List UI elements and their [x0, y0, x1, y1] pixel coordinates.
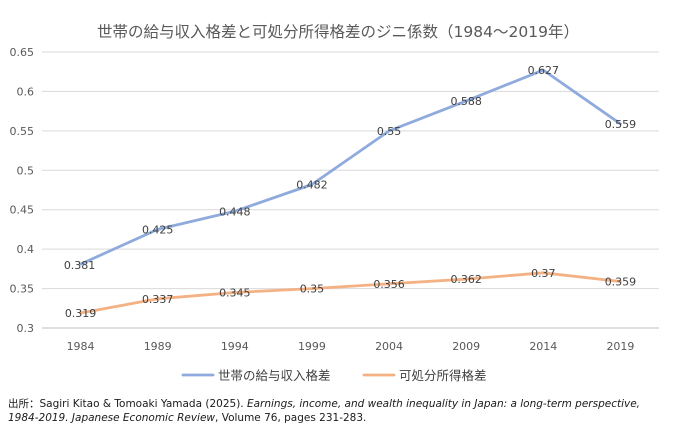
series-1-label-1: 0.337: [142, 293, 174, 306]
x-tick-label-7: 2019: [606, 340, 634, 353]
source-note: 出所：Sagiri Kitao & Tomoaki Yamada (2025).…: [8, 397, 672, 425]
series-0-label-1: 0.425: [142, 223, 174, 236]
data-labels: 0.381 0.425 0.448 0.482 0.55 0.588 0.627 0.559 0…: [64, 64, 636, 320]
series-0-label-0: 0.381: [64, 259, 96, 272]
series-0-label-2: 0.448: [219, 205, 251, 218]
x-tick-label-3: 1999: [298, 340, 326, 353]
legend-label-1: 可処分所得格差: [399, 368, 487, 383]
series-1-label-4: 0.356: [373, 278, 405, 291]
y-tick-label-0: 0.3: [17, 322, 35, 335]
x-tick-label-6: 2014: [529, 340, 557, 353]
series-0-label-5: 0.588: [450, 95, 482, 108]
x-tick-label-5: 2009: [452, 340, 480, 353]
x-tick-label-2: 1994: [221, 340, 249, 353]
series-0-label-3: 0.482: [296, 178, 328, 191]
x-tick-label-0: 1984: [67, 340, 95, 353]
gridlines: [42, 51, 659, 329]
y-tick-label-5: 0.55: [10, 125, 35, 138]
source-suffix: , Volume 76, pages 231-283.: [215, 412, 367, 424]
series-1-label-6: 0.37: [531, 267, 556, 280]
series-0-label-7: 0.559: [605, 118, 637, 131]
chart-title: 世帯の給与収入格差と可処分所得格差のジニ係数（1984～2019年）: [97, 23, 579, 41]
legend-label-0: 世帯の給与収入格差: [218, 368, 331, 383]
series-1-label-5: 0.362: [450, 273, 482, 286]
x-tick-label-1: 1989: [144, 340, 172, 353]
series-0-label-4: 0.55: [377, 125, 402, 138]
y-tick-label-3: 0.45: [10, 204, 35, 217]
series-1-label-7: 0.359: [605, 275, 637, 288]
legend: 世帯の給与収入格差 可処分所得格差: [181, 368, 487, 383]
series-line-1: [79, 271, 622, 315]
y-tick-label-7: 0.65: [10, 46, 35, 59]
series-1-label-0: 0.319: [65, 307, 97, 320]
source-prefix: 出所：Sagiri Kitao & Tomoaki Yamada (2025).: [8, 398, 247, 410]
axes: 0.3 0.35 0.4 0.45 0.5 0.55 0.6 0.65 1984 1989 1994…: [10, 46, 635, 353]
source-title: Earnings, income, and wealth inequality …: [8, 398, 641, 424]
y-tick-label-1: 0.35: [10, 283, 35, 296]
series: [79, 68, 622, 315]
y-tick-label-6: 0.6: [17, 85, 35, 98]
y-tick-label-2: 0.4: [17, 243, 35, 256]
series-1-label-3: 0.35: [300, 283, 325, 296]
x-tick-label-4: 2004: [375, 340, 403, 353]
y-tick-label-4: 0.5: [17, 164, 35, 177]
chart: 世帯の給与収入格差と可処分所得格差のジニ係数（1984～2019年） 0.30.…: [10, 23, 659, 383]
series-line-0: [79, 68, 622, 266]
series-0-label-6: 0.627: [528, 64, 560, 77]
series-1-label-2: 0.345: [219, 287, 251, 300]
